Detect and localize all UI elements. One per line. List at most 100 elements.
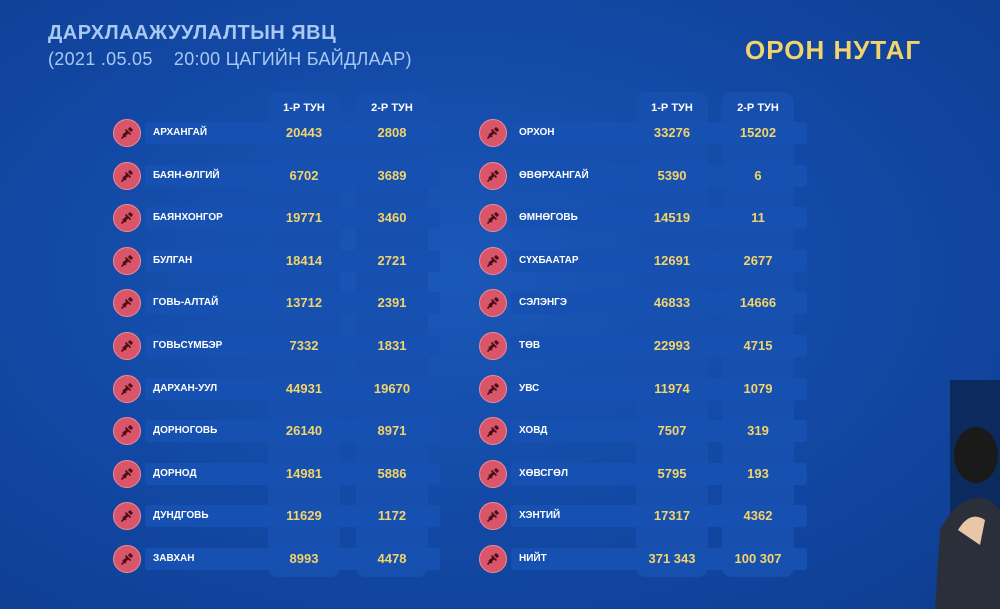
region-name: АРХАНГАЙ	[153, 127, 208, 138]
syringe-icon	[113, 332, 141, 360]
second-dose-value: 14666	[739, 295, 777, 311]
first-dose-value: 12691	[653, 252, 691, 268]
syringe-icon	[113, 502, 141, 531]
syringe-icon	[479, 417, 507, 446]
first-dose-value: 26140	[285, 423, 323, 439]
table-row	[511, 292, 807, 315]
table-row	[511, 462, 807, 485]
second-dose-value: 3460	[377, 210, 407, 226]
table-row	[145, 122, 440, 144]
first-dose-value: 44931	[285, 380, 323, 396]
syringe-icon	[113, 204, 141, 233]
syringe-icon	[113, 459, 141, 488]
region-name: ДОРНОГОВЬ	[153, 425, 218, 437]
first-dose-value: 5390	[657, 167, 687, 183]
table-row	[145, 249, 440, 272]
right-second-dose-header: 2-Р ТУН	[737, 102, 779, 114]
region-name: БАЯНХОНГОР	[153, 212, 223, 224]
syringe-icon	[479, 545, 507, 573]
syringe-icon	[479, 204, 507, 233]
region-name: НИЙТ	[519, 553, 547, 564]
region-name: БУЛГАН	[153, 254, 193, 266]
syringe-icon	[479, 502, 507, 531]
syringe-icon	[479, 246, 507, 275]
region-name: ХОВД	[519, 425, 548, 437]
right-first-dose-header: 1-Р ТУН	[651, 102, 693, 114]
syringe-icon	[113, 119, 141, 147]
region-name: ХӨВСГӨЛ	[519, 467, 568, 479]
syringe-icon	[479, 332, 507, 360]
first-dose-value: 5795	[657, 465, 687, 481]
region-name: ЗАВХАН	[153, 553, 195, 564]
syringe-icon	[113, 417, 141, 446]
table-row	[145, 292, 440, 315]
table-row	[145, 420, 440, 443]
table-row	[511, 420, 807, 443]
first-dose-value: 6702	[289, 167, 319, 183]
first-dose-value: 8993	[289, 551, 319, 566]
first-dose-value: 13712	[285, 295, 323, 311]
region-name: ӨМНӨГОВЬ	[519, 212, 578, 224]
second-dose-value: 319	[747, 423, 769, 439]
region-name: СҮХБААТАР	[519, 254, 579, 266]
table-row	[145, 548, 440, 570]
region-name: ДАРХАН-УУЛ	[153, 382, 218, 394]
first-dose-value: 20443	[285, 125, 323, 140]
first-dose-value: 18414	[285, 252, 323, 268]
syringe-icon	[113, 374, 141, 403]
region-name: ДОРНОД	[153, 467, 197, 479]
first-dose-value: 46833	[653, 295, 691, 311]
region-name: ОРХОН	[519, 127, 555, 138]
table-row	[511, 122, 807, 144]
section-title: ОРОН НУТАГ	[745, 35, 922, 65]
second-dose-value: 4362	[743, 508, 773, 524]
table-row	[145, 207, 440, 230]
syringe-icon	[479, 289, 507, 318]
table-row	[145, 335, 440, 357]
region-name: ДУНДГОВЬ	[153, 510, 209, 522]
second-dose-value: 8971	[377, 423, 407, 439]
left-first-dose-header: 1-Р ТУН	[283, 102, 325, 114]
second-dose-value: 2391	[377, 295, 407, 311]
syringe-icon	[113, 161, 141, 190]
syringe-icon	[113, 545, 141, 573]
table-row	[145, 377, 440, 400]
first-dose-value: 7507	[657, 423, 687, 439]
second-dose-value: 15202	[739, 125, 777, 140]
region-name: ТӨВ	[519, 340, 541, 351]
syringe-icon	[113, 246, 141, 275]
region-name: ХЭНТИЙ	[519, 510, 561, 522]
second-dose-value: 4715	[743, 338, 773, 353]
syringe-icon	[479, 161, 507, 190]
second-dose-value: 5886	[377, 465, 407, 481]
syringe-icon	[113, 289, 141, 318]
page-subtitle: (2021 .05.05 20:00 ЦАГИЙН БАЙДЛААР)	[48, 49, 412, 69]
first-dose-value: 371 343	[648, 551, 696, 566]
first-dose-value: 19771	[285, 210, 323, 226]
region-name: ГОВЬСҮМБЭР	[153, 340, 223, 351]
region-name: ӨВӨРХАНГАЙ	[519, 169, 589, 181]
table-row	[511, 548, 807, 570]
second-dose-value: 4478	[377, 551, 407, 566]
table-row	[145, 462, 440, 485]
first-dose-value: 33276	[653, 125, 691, 140]
region-name: СЭЛЭНГЭ	[519, 297, 567, 309]
second-dose-value: 11	[751, 210, 765, 226]
second-dose-value: 2721	[377, 252, 407, 268]
second-dose-value: 100 307	[734, 551, 782, 566]
second-dose-value: 2677	[743, 252, 773, 268]
table-row	[511, 249, 807, 272]
first-dose-value: 14519	[653, 210, 691, 226]
syringe-icon	[479, 374, 507, 403]
second-dose-value: 19670	[373, 380, 411, 396]
page-title: ДАРХЛААЖУУЛАЛТЫН ЯВЦ	[48, 22, 337, 44]
presenter-image	[935, 380, 1000, 609]
table-row	[145, 164, 440, 187]
first-dose-value: 14981	[285, 465, 323, 481]
first-dose-value: 11974	[654, 380, 690, 396]
region-name: ГОВЬ-АЛТАЙ	[153, 297, 219, 309]
table-row	[145, 505, 440, 528]
syringe-icon	[479, 459, 507, 488]
region-name: БАЯН-ӨЛГИЙ	[153, 169, 220, 181]
first-dose-value: 7332	[289, 338, 319, 353]
